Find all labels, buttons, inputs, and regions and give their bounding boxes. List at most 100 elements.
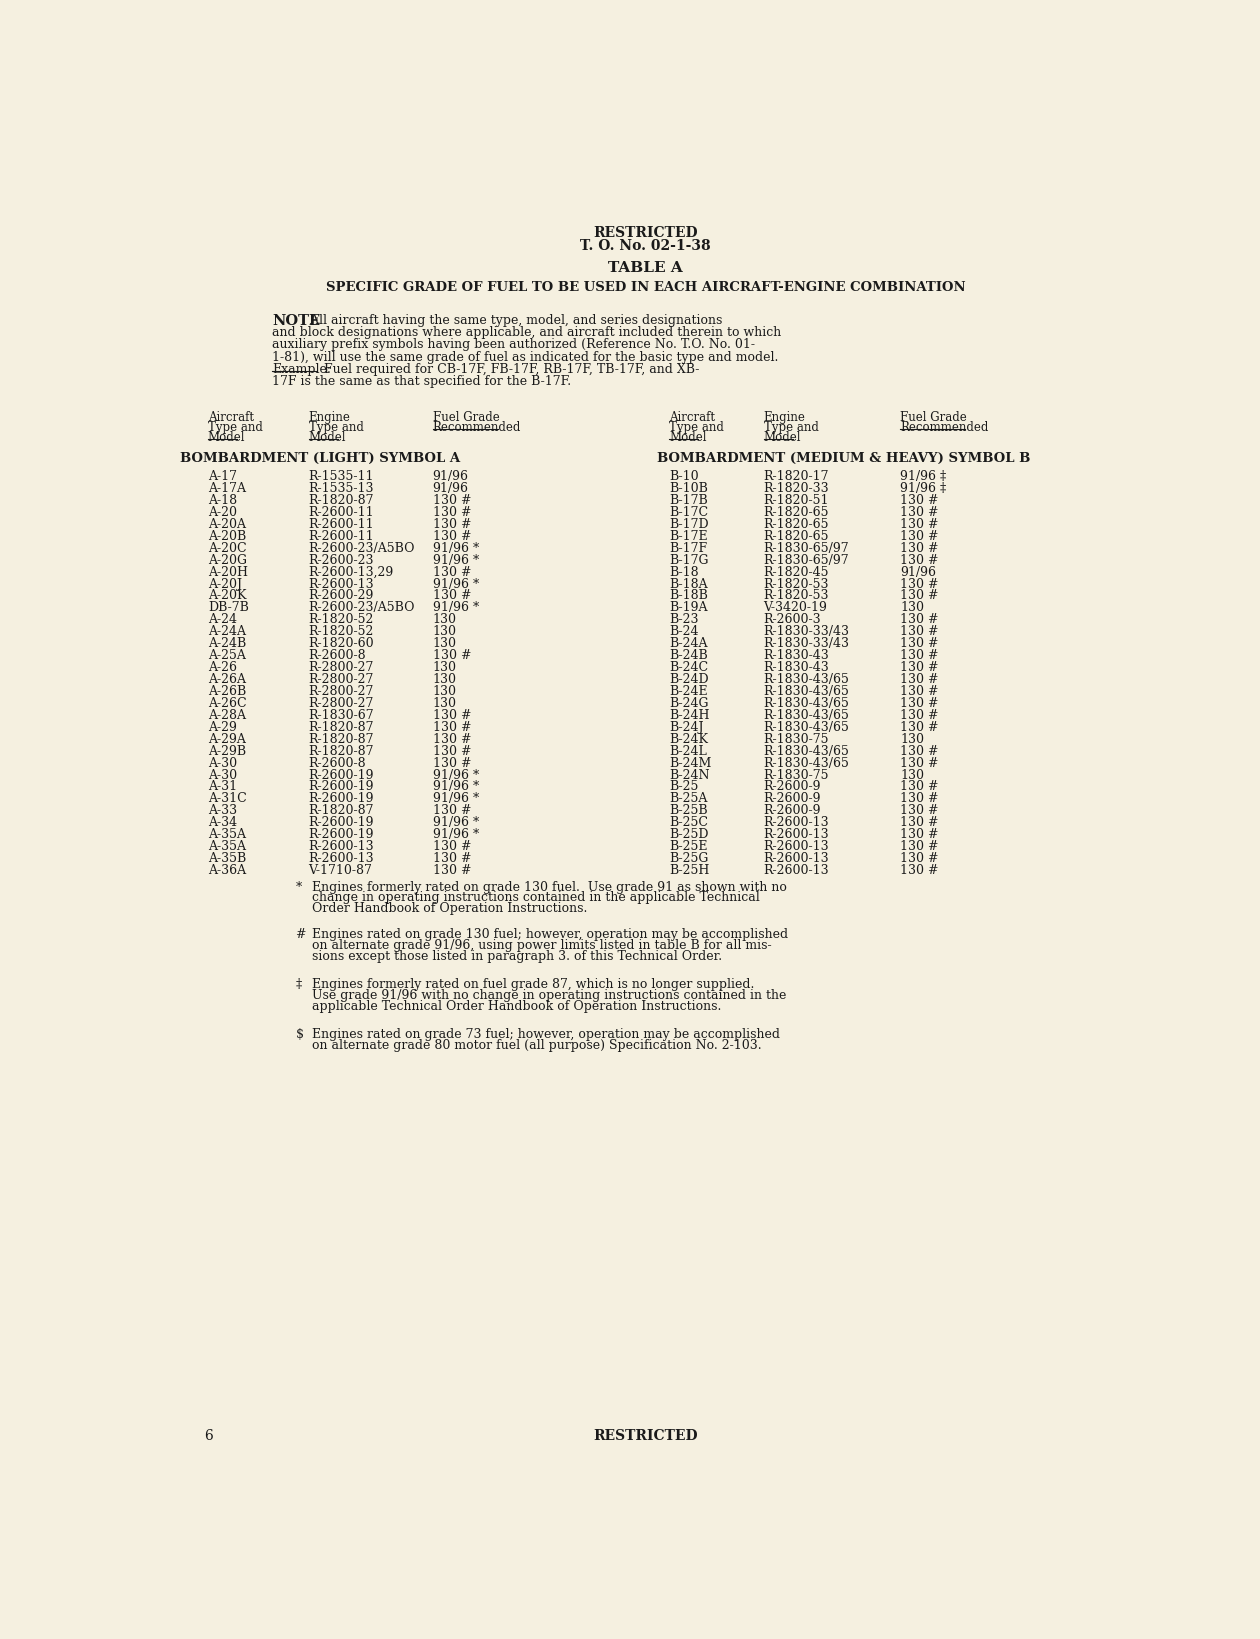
Text: 130: 130: [432, 613, 456, 626]
Text: 130 #: 130 #: [900, 577, 939, 590]
Text: R-1820-87: R-1820-87: [309, 744, 374, 757]
Text: 130 #: 130 #: [900, 638, 939, 649]
Text: R-2800-27: R-2800-27: [309, 685, 374, 698]
Text: R-2600-13: R-2600-13: [764, 828, 829, 841]
Text: A-20C: A-20C: [208, 541, 247, 554]
Text: B-17B: B-17B: [669, 493, 708, 506]
Text: 130 #: 130 #: [432, 529, 471, 543]
Text: B-10: B-10: [669, 470, 698, 484]
Text: 130 #: 130 #: [900, 541, 939, 554]
Text: B-24N: B-24N: [669, 769, 709, 782]
Text: A-24B: A-24B: [208, 638, 246, 649]
Text: R-2600-23/A5BO: R-2600-23/A5BO: [309, 541, 415, 554]
Text: Engines formerly rated on grade 130 fuel.  Use grade 91 as shown with no: Engines formerly rated on grade 130 fuel…: [312, 880, 788, 893]
Text: A-26B: A-26B: [208, 685, 246, 698]
Text: A-34: A-34: [208, 816, 237, 829]
Text: 130 #: 130 #: [900, 518, 939, 531]
Text: 130 #: 130 #: [432, 852, 471, 864]
Text: B-17D: B-17D: [669, 518, 708, 531]
Text: Engines formerly rated on fuel grade 87, which is no longer supplied.: Engines formerly rated on fuel grade 87,…: [312, 978, 755, 990]
Text: B-25A: B-25A: [669, 792, 707, 805]
Text: RESTRICTED: RESTRICTED: [593, 226, 698, 239]
Text: B-25D: B-25D: [669, 828, 708, 841]
Text: 130 #: 130 #: [900, 803, 939, 816]
Text: Type and: Type and: [669, 421, 724, 434]
Text: B-24E: B-24E: [669, 685, 708, 698]
Text: R-1535-13: R-1535-13: [309, 482, 374, 495]
Text: 130 #: 130 #: [432, 839, 471, 852]
Text: Engines rated on grade 73 fuel; however, operation may be accomplished: Engines rated on grade 73 fuel; however,…: [312, 1028, 780, 1041]
Text: 91/96 *: 91/96 *: [432, 769, 479, 782]
Text: 130: 130: [900, 602, 924, 615]
Text: Engines rated on grade 130 fuel; however, operation may be accomplished: Engines rated on grade 130 fuel; however…: [312, 928, 789, 941]
Text: 91/96: 91/96: [900, 565, 936, 579]
Text: on alternate grade 80 motor fuel (all purpose) Specification No. 2-103.: on alternate grade 80 motor fuel (all pu…: [312, 1039, 762, 1052]
Text: 130 #: 130 #: [432, 756, 471, 769]
Text: 130 #: 130 #: [432, 649, 471, 662]
Text: Recommended: Recommended: [900, 421, 988, 434]
Text: R-2600-3: R-2600-3: [764, 613, 822, 626]
Text: R-2800-27: R-2800-27: [309, 672, 374, 685]
Text: DB-7B: DB-7B: [208, 602, 248, 615]
Text: R-2600-8: R-2600-8: [309, 649, 367, 662]
Text: A-35A: A-35A: [208, 828, 246, 841]
Text: 130 #: 130 #: [900, 685, 939, 698]
Text: Engine: Engine: [309, 411, 350, 423]
Text: 130 #: 130 #: [900, 816, 939, 829]
Text: B-24H: B-24H: [669, 708, 709, 721]
Text: 91/96 ‡: 91/96 ‡: [900, 470, 946, 484]
Text: B-25E: B-25E: [669, 839, 708, 852]
Text: 130 #: 130 #: [432, 518, 471, 531]
Text: B-24K: B-24K: [669, 733, 708, 746]
Text: A-35A: A-35A: [208, 839, 246, 852]
Text: B-23: B-23: [669, 613, 698, 626]
Text: Fuel Grade: Fuel Grade: [900, 411, 966, 423]
Text: 130 #: 130 #: [432, 708, 471, 721]
Text: 91/96 *: 91/96 *: [432, 792, 479, 805]
Text: *: *: [295, 880, 301, 893]
Text: B-24J: B-24J: [669, 721, 703, 733]
Text: 130 #: 130 #: [900, 493, 939, 506]
Text: R-2600-13: R-2600-13: [309, 577, 374, 590]
Text: applicable Technical Order Handbook of Operation Instructions.: applicable Technical Order Handbook of O…: [312, 1000, 722, 1013]
Text: All aircraft having the same type, model, and series designations: All aircraft having the same type, model…: [306, 313, 723, 326]
Text: A-33: A-33: [208, 803, 237, 816]
Text: R-2600-23/A5BO: R-2600-23/A5BO: [309, 602, 415, 615]
Text: R-1830-33/43: R-1830-33/43: [764, 624, 849, 638]
Text: A-20B: A-20B: [208, 529, 246, 543]
Text: B-25: B-25: [669, 780, 698, 793]
Text: R-1820-65: R-1820-65: [764, 518, 829, 531]
Text: 91/96 *: 91/96 *: [432, 541, 479, 554]
Text: R-2600-13: R-2600-13: [764, 839, 829, 852]
Text: A-20G: A-20G: [208, 554, 247, 567]
Text: Aircraft: Aircraft: [208, 411, 253, 423]
Text: R-2600-9: R-2600-9: [764, 803, 822, 816]
Text: 130 #: 130 #: [900, 852, 939, 864]
Text: R-2600-19: R-2600-19: [309, 792, 374, 805]
Text: R-2600-19: R-2600-19: [309, 769, 374, 782]
Text: 130 #: 130 #: [432, 506, 471, 518]
Text: B-25H: B-25H: [669, 864, 709, 877]
Text: R-1830-43: R-1830-43: [764, 649, 829, 662]
Text: B-18A: B-18A: [669, 577, 708, 590]
Text: TABLE A: TABLE A: [609, 261, 683, 275]
Text: T. O. No. 02-1-38: T. O. No. 02-1-38: [581, 239, 711, 252]
Text: 130: 130: [900, 733, 924, 746]
Text: R-2800-27: R-2800-27: [309, 661, 374, 674]
Text: R-2600-19: R-2600-19: [309, 816, 374, 829]
Text: R-1830-43/65: R-1830-43/65: [764, 744, 849, 757]
Text: R-2600-19: R-2600-19: [309, 828, 374, 841]
Text: A-17: A-17: [208, 470, 237, 484]
Text: A-29A: A-29A: [208, 733, 246, 746]
Text: 17F is the same as that specified for the B-17F.: 17F is the same as that specified for th…: [272, 375, 571, 388]
Text: 130: 130: [432, 685, 456, 698]
Text: R-2600-13: R-2600-13: [764, 852, 829, 864]
Text: 130 #: 130 #: [900, 649, 939, 662]
Text: Engine: Engine: [764, 411, 805, 423]
Text: A-20J: A-20J: [208, 577, 242, 590]
Text: R-1830-43: R-1830-43: [764, 661, 829, 674]
Text: A-30: A-30: [208, 756, 237, 769]
Text: B-24C: B-24C: [669, 661, 708, 674]
Text: Type and: Type and: [764, 421, 819, 434]
Text: B-24B: B-24B: [669, 649, 708, 662]
